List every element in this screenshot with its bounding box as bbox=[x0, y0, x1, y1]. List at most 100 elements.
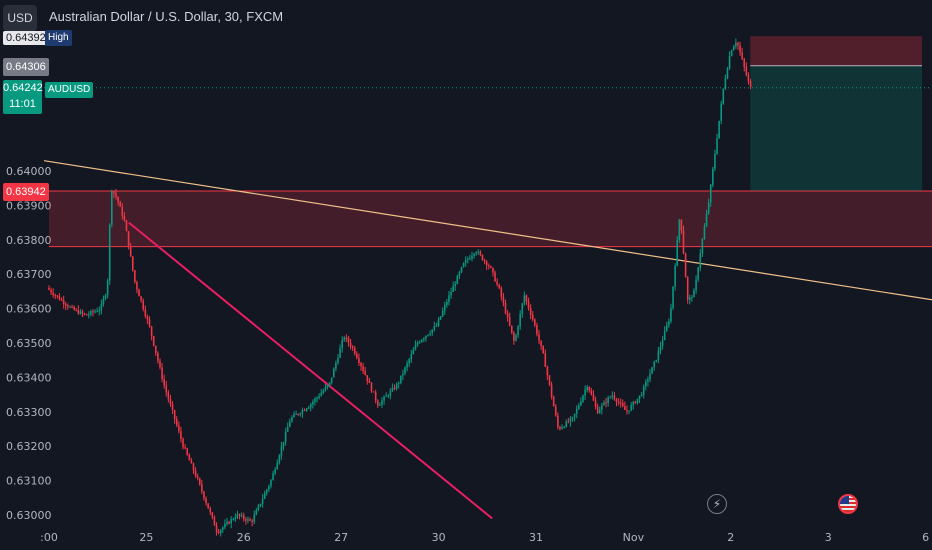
candle-body bbox=[402, 373, 404, 376]
candle-body bbox=[705, 213, 708, 227]
candle-body bbox=[50, 289, 52, 293]
candle-body bbox=[519, 313, 521, 327]
candle-body bbox=[709, 184, 712, 203]
candle-body bbox=[322, 390, 325, 394]
candle-body bbox=[270, 480, 272, 486]
candle-body bbox=[691, 297, 693, 299]
candle-body bbox=[410, 354, 413, 360]
candle-body bbox=[621, 403, 624, 407]
candle-body bbox=[54, 295, 57, 297]
candle-body bbox=[192, 463, 195, 471]
candle-body bbox=[257, 505, 260, 511]
candle-body bbox=[324, 387, 327, 391]
candle-body bbox=[745, 66, 748, 75]
candle-body bbox=[60, 299, 63, 301]
candle-body bbox=[71, 306, 73, 308]
candle-body bbox=[678, 219, 681, 241]
candle-body bbox=[404, 367, 406, 374]
candle-body bbox=[525, 295, 528, 302]
candle-body bbox=[636, 398, 639, 404]
candle-body bbox=[737, 42, 739, 46]
candle-body bbox=[291, 417, 293, 422]
candle-body bbox=[87, 314, 90, 316]
candle-body bbox=[469, 258, 471, 260]
y-tick-label: 0.63700 bbox=[6, 268, 52, 281]
candle-body bbox=[351, 346, 354, 348]
candle-body bbox=[508, 317, 511, 326]
candle-body bbox=[232, 519, 235, 521]
candle-body bbox=[58, 296, 61, 300]
candle-body bbox=[448, 295, 450, 302]
x-tick-label: :00 bbox=[40, 531, 58, 544]
candle-body bbox=[209, 508, 212, 513]
candle-body bbox=[628, 410, 630, 412]
candle-body bbox=[441, 310, 444, 317]
candle-body bbox=[613, 395, 616, 400]
candle-body bbox=[601, 405, 603, 410]
candle-body bbox=[242, 515, 245, 519]
candle-body bbox=[619, 402, 622, 404]
candle-body bbox=[94, 311, 96, 313]
us-flag-icon[interactable] bbox=[838, 494, 858, 514]
candle-body bbox=[557, 415, 559, 427]
candle-body bbox=[456, 275, 459, 285]
candle-body bbox=[106, 280, 109, 296]
candle-body bbox=[307, 407, 310, 409]
candle-body bbox=[515, 335, 517, 341]
candle-body bbox=[464, 260, 467, 263]
candle-body bbox=[113, 191, 115, 194]
y-axis: 0.64000 0.63900 0.63800 0.63700 0.63600 0.635… bbox=[6, 165, 52, 522]
candle-body bbox=[624, 406, 626, 410]
candle-body bbox=[569, 418, 572, 422]
candle-body bbox=[117, 196, 119, 202]
candle-body bbox=[617, 402, 620, 404]
candle-body bbox=[148, 319, 151, 327]
candle-body bbox=[309, 404, 312, 408]
candle-body bbox=[123, 216, 126, 221]
candle-body bbox=[420, 339, 423, 343]
candle-body bbox=[165, 385, 168, 393]
candle-body bbox=[431, 329, 434, 334]
candle-body bbox=[590, 390, 593, 395]
candle-body bbox=[265, 489, 268, 494]
candle-body bbox=[676, 240, 679, 266]
candle-body bbox=[707, 202, 710, 214]
candle-body bbox=[364, 370, 367, 376]
x-tick-label: 6 bbox=[922, 531, 929, 544]
candle-body bbox=[90, 311, 92, 315]
candle-body bbox=[52, 292, 54, 296]
candle-body bbox=[146, 316, 149, 320]
candle-body bbox=[490, 266, 492, 268]
candle-body bbox=[554, 406, 557, 416]
candle-body bbox=[454, 284, 457, 287]
candle-body bbox=[332, 368, 335, 378]
candle-body bbox=[542, 346, 545, 354]
candle-body bbox=[670, 308, 672, 322]
candle-body bbox=[458, 272, 461, 276]
x-tick-label: 2 bbox=[727, 531, 734, 544]
x-tick-label: 27 bbox=[334, 531, 348, 544]
candle-body bbox=[397, 382, 400, 385]
candle-body bbox=[471, 255, 473, 259]
candle-body bbox=[234, 517, 237, 520]
candle-body bbox=[546, 366, 549, 376]
candle-body bbox=[538, 334, 540, 341]
candle-body bbox=[494, 272, 496, 282]
candle-body bbox=[362, 366, 364, 371]
candle-body bbox=[215, 525, 218, 532]
candle-body bbox=[603, 402, 605, 406]
candle-body bbox=[131, 256, 134, 271]
candle-body bbox=[62, 300, 65, 305]
y-tick-label: 0.63100 bbox=[6, 475, 52, 488]
x-tick-label: 30 bbox=[432, 531, 446, 544]
candle-body bbox=[682, 230, 685, 254]
candle-body bbox=[73, 306, 75, 310]
candle-body bbox=[230, 519, 232, 524]
candle-body bbox=[596, 406, 599, 414]
lightning-icon[interactable]: ⚡ bbox=[707, 494, 727, 514]
currency-button[interactable]: USD bbox=[3, 5, 37, 31]
level-price-tag: 0.64306 bbox=[3, 58, 49, 76]
candle-body bbox=[121, 206, 124, 217]
candle-body bbox=[582, 395, 584, 402]
